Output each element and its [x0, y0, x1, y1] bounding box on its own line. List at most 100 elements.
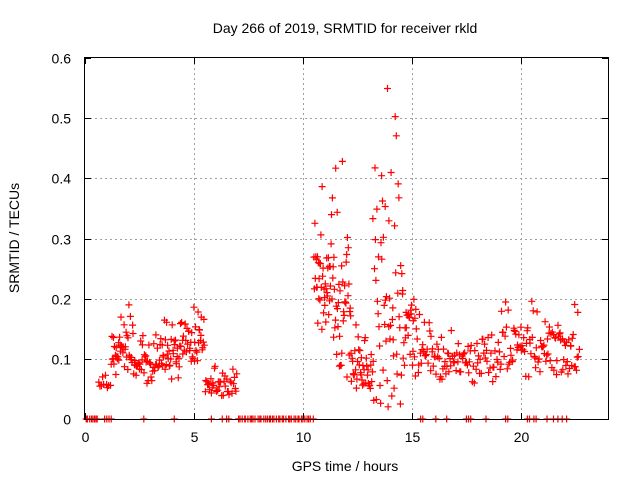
data-point [95, 378, 103, 386]
data-point [334, 299, 342, 307]
data-point [167, 335, 175, 343]
data-point [361, 334, 369, 342]
data-point [142, 352, 150, 360]
data-point [352, 321, 360, 329]
data-point [168, 375, 176, 383]
data-point [509, 356, 517, 364]
data-point [343, 251, 351, 258]
data-point [473, 340, 481, 347]
data-point [325, 311, 333, 319]
data-point [162, 361, 170, 369]
data-point [207, 389, 215, 397]
data-point [532, 344, 540, 352]
data-point [121, 343, 129, 351]
data-point [489, 378, 497, 386]
data-point [460, 350, 467, 358]
data-point [326, 282, 334, 290]
data-point [328, 211, 335, 219]
data-point [391, 222, 399, 230]
data-point [388, 316, 396, 323]
data-point [497, 360, 505, 368]
data-point [402, 324, 410, 332]
data-point [228, 389, 236, 397]
data-point [375, 323, 383, 331]
data-point [553, 371, 560, 379]
data-point [169, 350, 177, 358]
data-point [334, 323, 342, 331]
data-point [368, 378, 376, 386]
data-point [175, 363, 183, 371]
data-point [392, 132, 400, 140]
data-point [381, 203, 389, 210]
data-point [319, 272, 327, 280]
data-point [467, 342, 475, 349]
data-point [393, 370, 401, 378]
data-point [141, 353, 149, 361]
data-point [342, 299, 350, 307]
x-axis-label: GPS time / hours [292, 458, 399, 474]
data-point [424, 359, 432, 367]
data-point [146, 359, 154, 367]
data-point [571, 363, 579, 371]
data-point [138, 341, 146, 349]
data-point [376, 382, 384, 389]
data-point [450, 359, 458, 367]
data-point [532, 364, 540, 372]
data-point [377, 399, 385, 407]
data-point [115, 356, 123, 364]
data-point [172, 336, 179, 344]
data-point [554, 321, 562, 329]
data-point [167, 355, 175, 363]
data-point [175, 354, 183, 362]
data-point [331, 324, 339, 332]
data-point [346, 304, 354, 312]
data-point [178, 318, 186, 326]
data-point [131, 357, 139, 365]
data-point [110, 360, 118, 368]
data-point [484, 334, 492, 341]
x-tick-label: 15 [405, 429, 421, 445]
data-point [411, 314, 419, 322]
data-point [412, 305, 420, 313]
data-point [438, 375, 446, 383]
data-point [393, 350, 401, 358]
data-point [336, 332, 344, 340]
data-point [332, 164, 340, 172]
data-point [126, 312, 134, 320]
data-point [371, 164, 379, 172]
data-point [314, 319, 322, 327]
data-point [389, 304, 397, 312]
data-point [369, 357, 377, 365]
data-point [546, 357, 554, 365]
data-point [350, 371, 358, 379]
data-point [541, 318, 549, 326]
data-point [190, 303, 198, 311]
y-tick-label: 0.2 [52, 292, 72, 308]
data-point [545, 323, 553, 331]
data-point [321, 294, 328, 302]
data-point [364, 366, 372, 374]
data-point [427, 367, 435, 375]
data-point [320, 309, 328, 317]
data-point [499, 328, 507, 336]
data-point [338, 349, 346, 357]
data-point [148, 377, 156, 385]
data-point [564, 370, 572, 378]
data-point [387, 169, 395, 176]
x-tick-label: 0 [82, 429, 90, 445]
data-point [390, 352, 397, 360]
y-tick-label: 0.6 [52, 51, 72, 67]
data-point [574, 308, 582, 316]
data-point [314, 253, 321, 261]
data-point [179, 350, 187, 358]
data-point [444, 350, 452, 358]
data-point [378, 255, 386, 263]
data-point [117, 313, 125, 321]
plot-frame [84, 57, 609, 420]
data-point [386, 335, 394, 343]
data-point [231, 373, 238, 381]
data-point [182, 336, 190, 344]
data-point [515, 331, 523, 339]
grid-lines [85, 58, 608, 419]
data-point [407, 310, 415, 318]
